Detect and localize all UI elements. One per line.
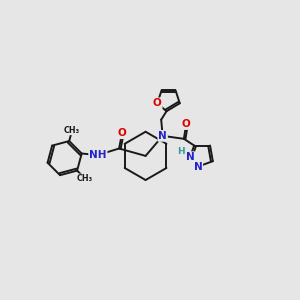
Text: O: O (182, 119, 190, 129)
Text: N: N (158, 131, 167, 141)
Text: CH₃: CH₃ (64, 126, 80, 135)
Text: CH₃: CH₃ (77, 174, 93, 183)
Text: O: O (118, 128, 126, 138)
Text: N: N (194, 162, 202, 172)
Text: N: N (186, 152, 194, 162)
Text: NH: NH (89, 150, 106, 160)
Text: H: H (177, 147, 185, 156)
Text: O: O (153, 98, 162, 108)
